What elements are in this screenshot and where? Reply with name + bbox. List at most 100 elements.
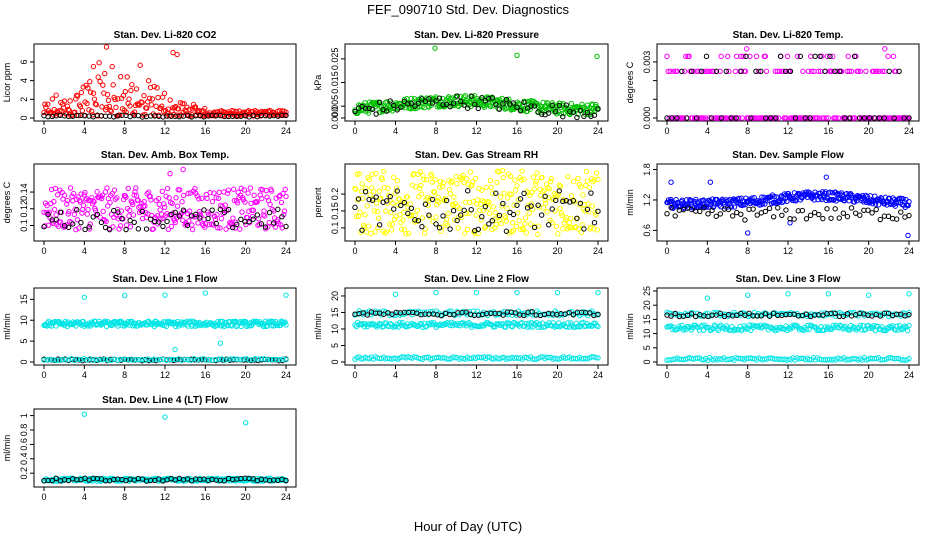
data-point xyxy=(366,176,373,183)
data-point xyxy=(468,207,474,213)
data-point xyxy=(666,115,672,121)
data-point xyxy=(259,195,265,202)
data-point xyxy=(177,187,183,193)
x-tick-label: 4 xyxy=(705,246,710,256)
x-tick-label: 8 xyxy=(745,246,750,256)
data-point xyxy=(709,207,715,214)
data-point xyxy=(386,221,393,227)
data-point xyxy=(896,322,903,329)
data-point xyxy=(376,188,383,194)
data-point xyxy=(418,182,424,189)
data-point xyxy=(710,68,717,74)
data-point xyxy=(534,170,540,176)
data-point xyxy=(542,200,549,206)
data-point xyxy=(88,89,94,95)
data-point xyxy=(587,310,593,316)
data-point xyxy=(535,202,541,208)
data-point xyxy=(85,85,91,91)
data-point xyxy=(383,208,389,214)
data-point xyxy=(136,357,142,363)
data-point xyxy=(262,224,269,230)
data-point xyxy=(528,203,534,209)
data-point xyxy=(494,179,500,186)
data-point xyxy=(84,357,90,363)
data-point xyxy=(373,194,379,200)
data-point xyxy=(117,223,124,229)
data-point xyxy=(558,111,565,117)
data-point xyxy=(584,206,591,213)
data-point xyxy=(492,209,499,216)
data-point xyxy=(561,220,568,226)
data-point xyxy=(504,205,510,212)
data-point xyxy=(784,53,791,60)
data-point xyxy=(356,171,363,177)
x-tick-label: 24 xyxy=(593,370,603,380)
data-point xyxy=(857,68,864,74)
data-point xyxy=(224,190,231,196)
series-2 xyxy=(352,188,601,234)
data-point xyxy=(193,190,199,196)
x-tick-label: 0 xyxy=(41,126,46,136)
panel-title: Stan. Dev. Li-820 Pressure xyxy=(414,30,539,41)
data-point xyxy=(117,73,124,80)
data-point xyxy=(212,356,219,363)
data-point xyxy=(503,228,510,234)
data-point xyxy=(704,295,711,301)
data-point xyxy=(496,212,503,219)
data-point xyxy=(114,357,121,364)
data-point xyxy=(493,190,499,196)
data-point xyxy=(447,322,453,329)
data-point xyxy=(688,68,695,74)
data-point xyxy=(469,182,475,188)
data-point xyxy=(499,167,506,174)
data-point xyxy=(173,323,179,330)
data-point xyxy=(823,174,830,180)
data-point xyxy=(718,115,725,121)
data-point xyxy=(66,208,72,215)
data-point xyxy=(439,224,445,230)
data-point xyxy=(419,223,425,230)
data-point xyxy=(179,199,185,205)
data-point xyxy=(581,226,587,232)
data-point xyxy=(777,324,784,330)
data-point xyxy=(532,181,539,187)
panel-title: Stan. Dev. Sample Flow xyxy=(732,150,844,161)
data-point xyxy=(50,357,56,363)
data-point xyxy=(199,195,205,202)
x-tick-label: 12 xyxy=(160,126,170,136)
y-tick-label: 0.025 xyxy=(330,48,340,71)
data-point xyxy=(886,195,892,201)
data-point xyxy=(863,68,869,74)
data-point xyxy=(74,356,81,363)
x-tick-label: 24 xyxy=(593,126,603,136)
data-point xyxy=(673,196,679,203)
data-point xyxy=(713,68,720,74)
data-point xyxy=(699,322,705,328)
x-tick-label: 20 xyxy=(864,370,874,380)
data-point xyxy=(797,53,804,60)
data-point xyxy=(840,313,847,320)
data-point xyxy=(409,320,415,327)
x-tick-label: 0 xyxy=(41,370,46,380)
data-point xyxy=(502,215,509,221)
data-point xyxy=(591,220,598,226)
data-point xyxy=(94,189,100,195)
data-point xyxy=(865,322,872,329)
data-point xyxy=(485,205,492,211)
data-point xyxy=(182,356,188,363)
data-point xyxy=(545,185,551,191)
data-point xyxy=(379,176,385,183)
data-point xyxy=(418,191,425,197)
data-point xyxy=(238,216,244,223)
x-tick-label: 8 xyxy=(433,370,438,380)
data-point xyxy=(449,178,455,184)
data-point xyxy=(697,208,703,215)
series-1 xyxy=(664,174,912,239)
data-point xyxy=(461,207,467,214)
data-point xyxy=(461,230,468,237)
data-point xyxy=(87,221,93,227)
data-point xyxy=(510,211,517,218)
data-point xyxy=(846,327,853,333)
data-point xyxy=(51,198,57,205)
data-point xyxy=(436,225,443,231)
